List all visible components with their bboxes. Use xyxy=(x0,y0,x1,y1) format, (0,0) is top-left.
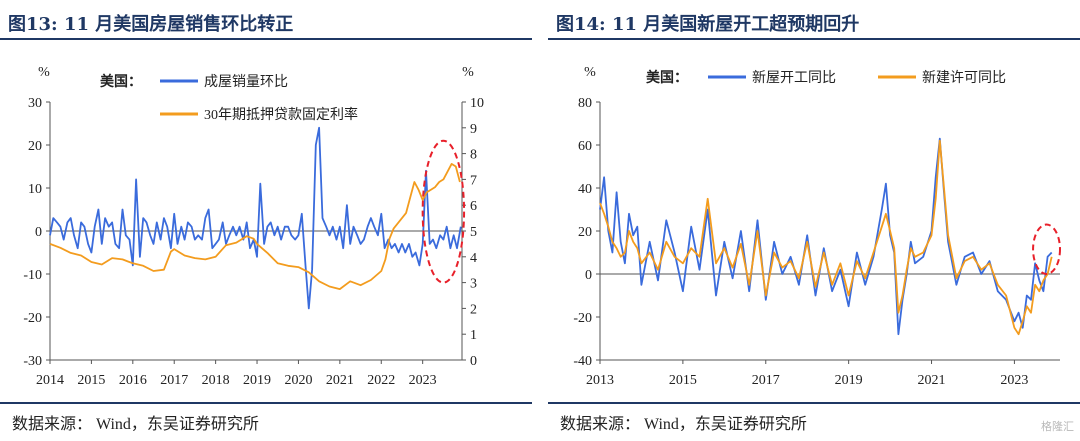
right-figure-title: 图14: 11 月美国新屋开工超预期回升 xyxy=(556,14,860,35)
right-y-tick-label: 1 xyxy=(470,328,477,343)
y-tick-label: 40 xyxy=(578,182,592,197)
x-tick-label: 2018 xyxy=(202,373,230,388)
left-source-note: 数据来源： Wind，东吴证券研究所 xyxy=(12,416,259,433)
x-tick-label: 2021 xyxy=(918,373,946,388)
x-tick-label: 2017 xyxy=(160,373,188,388)
x-tick-label: 2014 xyxy=(36,373,64,388)
highlight-ellipse xyxy=(421,139,466,284)
right-y-tick-label: 6 xyxy=(470,199,477,214)
right-source-rule xyxy=(548,402,1080,404)
series-line-1 xyxy=(49,126,462,310)
right-source-note: 数据来源： Wind，东吴证券研究所 xyxy=(560,416,807,433)
right-y-unit: % xyxy=(462,65,474,80)
series-line-2 xyxy=(599,139,1053,336)
x-tick-label: 2019 xyxy=(835,373,863,388)
right-y-tick-label: 2 xyxy=(470,302,477,317)
left-chart: -30 -20 -10 0 10 20 30 0 1 2 3 4 5 6 7 8 9 10 2014 2015 2016… xyxy=(23,65,484,388)
left-panel: 图13: 11 月美国房屋销售环比转正 -30 -20 -10 0 10 20 30 0 1 2 3… xyxy=(0,0,532,441)
legend-label-2: 30年期抵押贷款固定利率 xyxy=(204,106,358,123)
left-y-tick-label: -10 xyxy=(23,268,42,283)
watermark-logo: 格隆汇 xyxy=(1041,420,1074,433)
x-tick-label: 2017 xyxy=(752,373,780,388)
y-tick-label: 60 xyxy=(578,139,592,154)
legend-prefix: 美国： xyxy=(100,73,142,90)
right-y-tick-label: 10 xyxy=(470,96,484,111)
legend-label-1: 成屋销量环比 xyxy=(204,74,288,90)
left-figure-title: 图13: 11 月美国房屋销售环比转正 xyxy=(8,14,294,35)
y-tick-label: -40 xyxy=(573,354,592,369)
left-title-rule xyxy=(0,38,532,40)
legend-label-1: 新屋开工同比 xyxy=(752,70,836,86)
right-y-tick-label: 7 xyxy=(470,173,477,188)
left-y-tick-label: -20 xyxy=(23,311,42,326)
left-y-tick-label: -30 xyxy=(23,354,42,369)
right-y-tick-label: 5 xyxy=(470,225,477,240)
y-tick-label: 0 xyxy=(585,268,592,283)
x-tick-label: 2023 xyxy=(409,373,437,388)
y-tick-label: -20 xyxy=(573,311,592,326)
right-title-rule xyxy=(548,38,1080,40)
left-source-rule xyxy=(0,402,532,404)
x-tick-label: 2023 xyxy=(1000,373,1028,388)
x-tick-label: 2016 xyxy=(119,373,147,388)
left-y-tick-label: 30 xyxy=(28,96,42,111)
legend-label-2: 新建许可同比 xyxy=(922,70,1006,86)
right-y-tick-label: 4 xyxy=(470,251,477,266)
x-tick-label: 2019 xyxy=(243,373,271,388)
x-tick-label: 2022 xyxy=(367,373,395,388)
right-panel: 图14: 11 月美国新屋开工超预期回升 -40 -20 0 20 40 60 80 2013… xyxy=(548,0,1080,441)
left-y-unit: % xyxy=(38,65,50,80)
series-line-2 xyxy=(49,163,461,290)
left-y-tick-label: 10 xyxy=(28,182,42,197)
y-tick-label: 80 xyxy=(578,96,592,111)
series-line-1 xyxy=(599,137,1053,336)
x-tick-label: 2015 xyxy=(77,373,105,388)
right-chart: -40 -20 0 20 40 60 80 2013 2015 2017 2019 2021 2023%… xyxy=(573,65,1061,388)
right-y-tick-label: 0 xyxy=(470,354,477,369)
legend-prefix: 美国： xyxy=(646,69,688,86)
right-y-tick-label: 8 xyxy=(470,148,477,163)
y-unit: % xyxy=(584,65,596,80)
x-tick-label: 2015 xyxy=(669,373,697,388)
left-y-tick-label: 0 xyxy=(35,225,42,240)
right-y-tick-label: 9 xyxy=(470,122,477,137)
x-tick-label: 2021 xyxy=(326,373,354,388)
right-y-tick-label: 3 xyxy=(470,277,477,292)
x-tick-label: 2020 xyxy=(284,373,312,388)
x-tick-label: 2013 xyxy=(586,373,614,388)
y-tick-label: 20 xyxy=(578,225,592,240)
highlight-ellipse xyxy=(1032,223,1061,275)
left-y-tick-label: 20 xyxy=(28,139,42,154)
